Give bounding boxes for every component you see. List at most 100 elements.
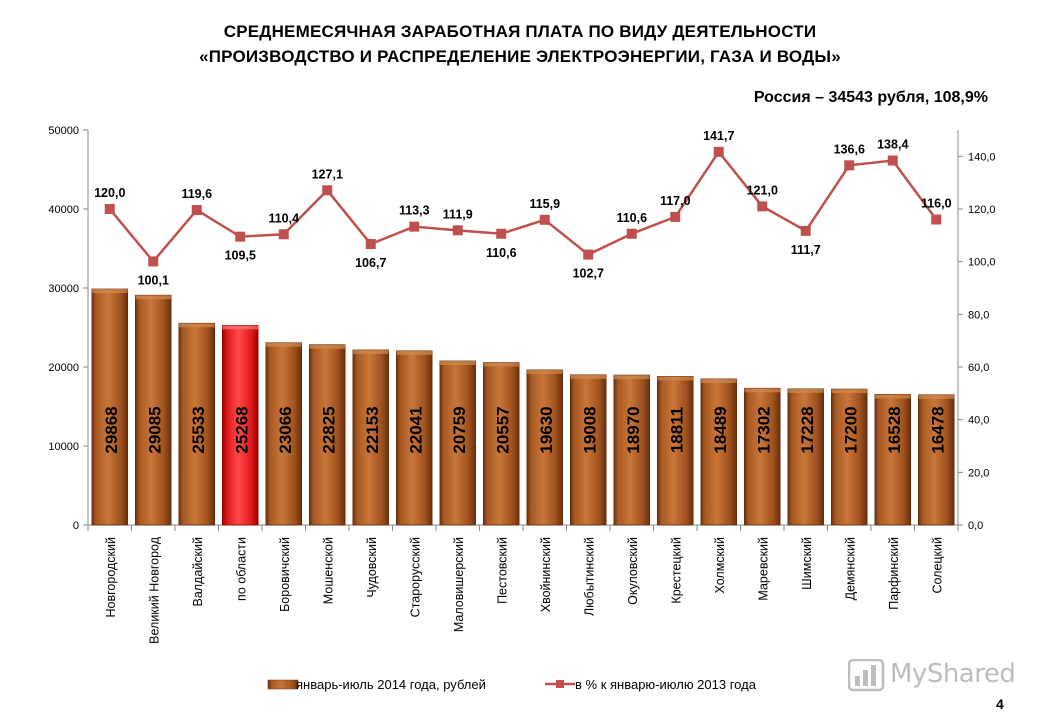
y-right-tick-label: 120,0: [968, 204, 996, 216]
bar-cap: [787, 388, 824, 393]
percent-value-label: 110,4: [268, 211, 299, 225]
category-label: Великий Новгород: [147, 536, 161, 644]
percent-marker: [844, 160, 855, 171]
bar: [265, 342, 302, 526]
bar-value-label: 17228: [798, 406, 817, 453]
myshared-logo-icon: [848, 659, 885, 692]
bar: [483, 362, 520, 526]
bar-value-label: 19008: [580, 406, 599, 453]
percent-value-label: 102,7: [573, 267, 604, 281]
category-label: Мошенской: [321, 537, 335, 604]
bar-value-label: 22041: [406, 406, 425, 453]
category-label: Маревский: [756, 537, 770, 601]
bar: [613, 374, 650, 526]
percent-marker: [191, 205, 202, 216]
percent-marker: [887, 155, 898, 166]
legend-line-marker: [556, 680, 564, 688]
y-left-tick-label: 10000: [48, 441, 79, 453]
bar-cap: [222, 325, 259, 330]
bar-cap: [396, 350, 433, 355]
bar: [787, 388, 824, 526]
bar: [439, 360, 476, 526]
percent-marker: [539, 214, 550, 225]
bar-value-label: 23066: [276, 406, 295, 453]
percent-marker: [104, 204, 115, 214]
bar-value-label: 16478: [928, 406, 947, 453]
percent-marker: [931, 214, 942, 225]
category-label: Чудовский: [365, 537, 379, 598]
bar-value-label: 18489: [711, 406, 730, 453]
category-label: Парфинский: [887, 537, 901, 610]
bar-cap: [526, 369, 563, 374]
y-left-tick-label: 0: [73, 520, 79, 532]
percent-marker: [278, 229, 289, 240]
bar-cap: [570, 374, 607, 379]
russia-summary: Россия – 34543 рубля, 108,9%: [753, 89, 988, 106]
bar-cap: [744, 388, 781, 393]
percent-polyline: [108, 149, 938, 264]
bar-cap: [91, 289, 128, 294]
percent-marker: [148, 256, 159, 267]
bar-value-label: 25533: [189, 406, 208, 453]
category-label: Шимский: [800, 537, 814, 590]
bar: [657, 375, 694, 526]
bar-value-label: 29868: [102, 406, 121, 453]
chart-title-line2: «ПРОИЗВОДСТВО И РАСПРЕДЕЛЕНИЕ ЭЛЕКТРОЭНЕ…: [199, 47, 841, 66]
bar-value-label: 17200: [841, 406, 860, 453]
bar: [222, 324, 259, 526]
y-left-tick-label: 40000: [48, 204, 79, 216]
watermark-text: MyShared: [890, 659, 1016, 689]
bar-value-label: 16528: [885, 406, 904, 453]
percent-marker: [626, 228, 637, 239]
bar-cap: [657, 376, 694, 381]
bar-cap: [918, 394, 955, 399]
bar-value-label: 18811: [667, 407, 686, 453]
data-labels: 29868 29085 25533 25268 23066 22825 22153 22041…: [94, 129, 951, 454]
y-left-tick-label: 30000: [48, 283, 79, 295]
y-left-tick-label: 50000: [48, 125, 79, 137]
bar-cap: [483, 362, 520, 367]
category-label: Окуловский: [626, 537, 640, 605]
bar: [178, 322, 215, 526]
percent-marker: [452, 225, 463, 236]
y-right-tick-label: 100,0: [968, 257, 996, 269]
category-labels: Новгородский Великий Новгород Валдайский по…: [104, 536, 945, 644]
bar: [396, 350, 433, 526]
percent-line: [104, 146, 942, 267]
bar-value-label: 22825: [319, 406, 338, 453]
percent-value-label: 116,0: [921, 197, 952, 211]
legend-bar-label: январь-июль 2014 года, рублей: [296, 677, 486, 692]
y-left-tick-label: 20000: [48, 362, 79, 374]
y-right-tick-label: 40,0: [968, 415, 989, 427]
category-label: Крестецкий: [669, 537, 683, 604]
bar-cap: [700, 378, 737, 383]
bar-cap: [309, 344, 346, 349]
percent-marker: [757, 201, 768, 212]
percent-marker: [583, 249, 594, 260]
percent-value-label: 110,6: [616, 211, 647, 225]
percent-marker: [713, 146, 724, 157]
axes: 0 10000 20000 30000 40000 50000 0,0 20,0 40,0 60,…: [48, 125, 995, 532]
y-right-tick-label: 0,0: [968, 520, 983, 532]
chart-title-line1: СРЕДНЕМЕСЯЧНАЯ ЗАРАБОТНАЯ ПЛАТА ПО ВИДУ …: [223, 22, 817, 41]
category-label: Маловишерский: [452, 537, 466, 632]
bar-value-label: 22153: [363, 406, 382, 453]
y-right-tick-label: 140,0: [968, 151, 996, 163]
percent-value-label: 106,7: [355, 256, 386, 270]
percent-marker: [235, 231, 246, 242]
bar-value-label: 20759: [450, 406, 469, 453]
category-label: Пестовский: [495, 537, 509, 604]
bar-value-label: 20557: [493, 406, 512, 453]
percent-value-label: 121,0: [747, 183, 778, 197]
bar: [874, 394, 911, 526]
bar-cap: [352, 349, 389, 354]
percent-value-label: 117,0: [660, 194, 691, 208]
legend: январь-июль 2014 года, рублей в % к янва…: [267, 677, 757, 692]
y-right-tick-label: 20,0: [968, 467, 989, 479]
percent-value-label: 127,1: [312, 167, 343, 181]
category-label: Холмский: [713, 537, 727, 593]
category-label: Новгородский: [104, 537, 118, 617]
percent-value-label: 141,7: [703, 129, 734, 143]
bar: [918, 394, 955, 526]
